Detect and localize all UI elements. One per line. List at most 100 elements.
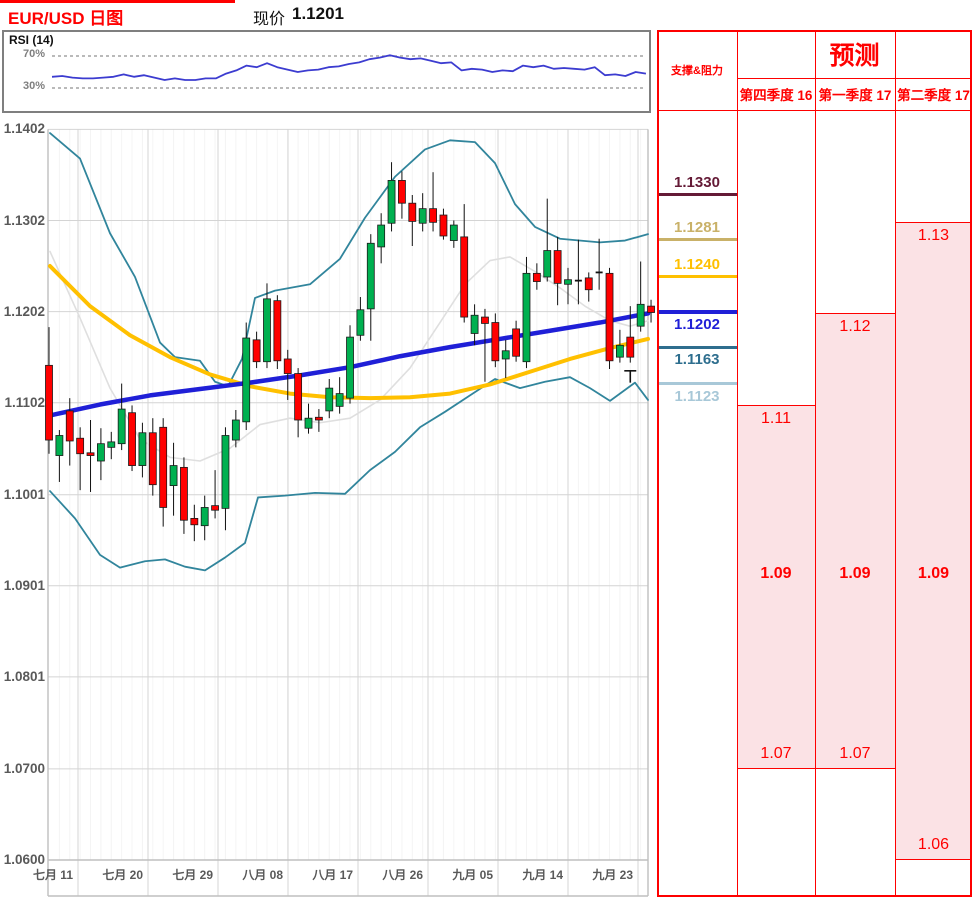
sr-level-value: 1.1202 [674, 315, 720, 333]
panel-divider-1 [737, 30, 738, 897]
forecast-range-band [895, 222, 972, 860]
x-axis-tick: 八月 17 [312, 868, 353, 882]
forecast-mid-value: 1.09 [760, 564, 792, 582]
rsi-upper-tick: 70% [22, 48, 45, 60]
sr-level-line-1.1240 [657, 275, 737, 279]
sr-level-line-1.1163 [657, 345, 737, 349]
panel-divider-3 [895, 30, 896, 897]
candle-body-up [366, 242, 375, 310]
forecast-high-value: 1.13 [917, 227, 950, 245]
candle-body-up [449, 224, 458, 241]
sr-level-value: 1.1240 [674, 255, 720, 273]
candle-body-down [460, 236, 469, 318]
forecast-quarter-q1-17: 第一季度 17 [818, 88, 892, 103]
candle-body-up [346, 336, 354, 399]
y-axis-tick: 1.1402 [3, 121, 45, 137]
candle-body-down [180, 466, 188, 521]
candle-body-up [55, 435, 64, 456]
candle-body-down [398, 180, 406, 204]
candle-body-up [377, 224, 386, 248]
candle-body-up [543, 250, 552, 278]
panel-border-top [657, 30, 972, 32]
page-title: EUR/USD 日图 [8, 9, 124, 28]
y-axis-tick: 1.0700 [3, 760, 45, 776]
candle-body-up [107, 441, 116, 448]
candle-body-up [138, 432, 147, 466]
candle-body-down [283, 358, 292, 374]
rsi-indicator-label: RSI (14) [9, 33, 54, 47]
x-axis-tick: 七月 29 [172, 868, 213, 882]
candle-body-down [45, 364, 53, 441]
candle-body-up [325, 387, 334, 412]
candle-body-down [148, 432, 157, 486]
candle-body-down [605, 272, 614, 362]
candle-body-up [636, 303, 645, 327]
sr-level-line-1.1123 [657, 382, 737, 386]
candle-body-down [626, 336, 635, 358]
forecast-low-value: 1.07 [760, 744, 792, 762]
bollinger-upper-line [49, 132, 649, 388]
candle-body-down [86, 452, 95, 456]
sr-level-line-1.1330 [657, 193, 737, 197]
panel-border-bottom [657, 895, 972, 897]
forecast-mid-value: 1.09 [917, 564, 950, 582]
forecast-quarter-q4-16: 第四季度 16 [739, 88, 813, 103]
rsi-line [51, 54, 647, 81]
x-axis-tick: 九月 14 [522, 868, 563, 882]
candle-body-down [294, 373, 303, 421]
candle-body-up [97, 443, 105, 462]
candle-body-up [387, 180, 396, 224]
sr-level-value: 1.1330 [674, 173, 720, 191]
forecast-mid-value: 1.09 [839, 564, 871, 582]
y-axis-tick: 1.0600 [3, 852, 45, 868]
candle-body-up [242, 337, 251, 423]
candle-body-down [647, 305, 655, 313]
candle-body-down [584, 277, 593, 291]
panel-divider-2 [815, 30, 816, 897]
forecast-mid-line [0, 0, 235, 3]
y-axis-tick: 1.1302 [3, 212, 45, 228]
candle-body-down [314, 416, 323, 421]
x-axis-tick: 八月 26 [382, 868, 423, 882]
candle-body-up [501, 350, 510, 360]
panel-border-left [657, 30, 659, 897]
candle-body-up [335, 393, 344, 407]
panel-border-right [970, 30, 972, 897]
candle-body-up [263, 298, 271, 363]
candle-body-down [481, 316, 489, 324]
support-resistance-header: 支撑&阻力 [671, 65, 723, 77]
forecast-high-value: 1.12 [839, 318, 871, 336]
forecast-low-value: 1.07 [839, 744, 871, 762]
candle-body-down [128, 412, 136, 466]
candle-body-down [190, 517, 199, 526]
candle-body-up [221, 435, 230, 509]
x-axis-tick: 九月 05 [452, 868, 493, 882]
forecast-range-band [815, 313, 895, 769]
candle-body-down [439, 214, 448, 237]
forecast-header-divider [737, 78, 972, 79]
candle-body-up [564, 279, 572, 285]
forecast-low-value: 1.06 [917, 836, 950, 854]
candle-body-down [429, 208, 437, 223]
x-axis-tick: 八月 08 [242, 868, 283, 882]
candle-body-up [616, 344, 624, 358]
rsi-lower-tick: 30% [22, 80, 45, 92]
y-axis-tick: 1.1102 [4, 394, 45, 410]
candle-body-down [252, 339, 261, 363]
candle-body-up [117, 408, 126, 445]
y-axis-tick: 1.1001 [3, 486, 45, 502]
panel-header-bottom-divider [657, 110, 972, 111]
x-axis-tick: 九月 23 [592, 868, 633, 882]
x-axis-tick: 七月 11 [32, 868, 73, 882]
candle-body-down [553, 250, 562, 284]
candle-body-down [408, 202, 417, 222]
candle-body-up [418, 208, 427, 224]
sr-level-value: 1.1163 [674, 351, 720, 369]
candle-body-up [231, 419, 240, 441]
x-axis-tick: 七月 20 [102, 868, 143, 882]
candle-body-up [200, 507, 209, 527]
candle-body-down [159, 426, 168, 508]
forecast-range-band [737, 404, 815, 769]
